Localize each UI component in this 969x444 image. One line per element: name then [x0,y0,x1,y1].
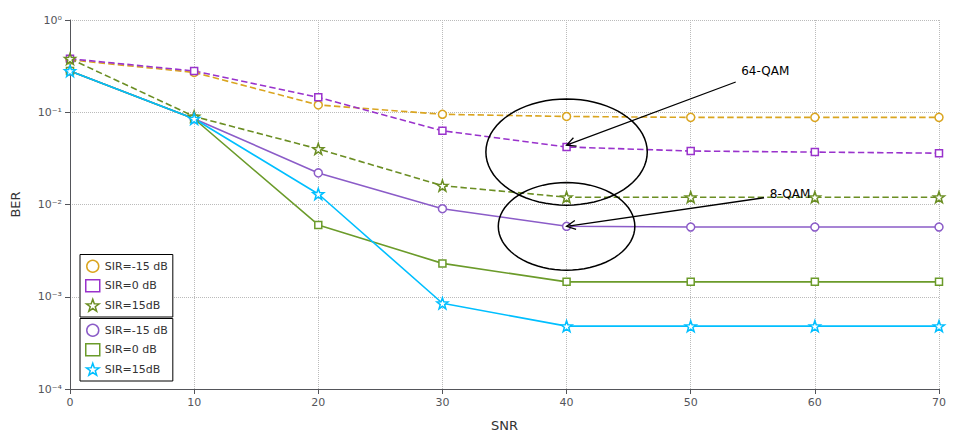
svg-text:10⁻³: 10⁻³ [38,290,62,303]
svg-text:SIR=0 dB: SIR=0 dB [105,279,157,292]
svg-text:64-QAM: 64-QAM [741,64,789,78]
svg-text:30: 30 [435,396,449,409]
svg-text:10: 10 [187,396,201,409]
svg-text:10⁰: 10⁰ [44,14,63,27]
svg-text:SIR=15dB: SIR=15dB [105,363,161,376]
svg-text:SIR=0 dB: SIR=0 dB [105,343,157,356]
svg-text:SIR=-15 dB: SIR=-15 dB [105,324,168,337]
svg-text:20: 20 [311,396,325,409]
svg-text:10⁻¹: 10⁻¹ [38,106,62,119]
svg-text:60: 60 [808,396,822,409]
svg-text:SNR: SNR [491,418,518,433]
svg-text:40: 40 [560,396,574,409]
svg-text:BER: BER [8,191,23,217]
svg-text:70: 70 [932,396,946,409]
svg-text:10⁻⁴: 10⁻⁴ [38,383,63,396]
svg-text:0: 0 [67,396,74,409]
svg-text:10⁻²: 10⁻² [38,198,62,211]
svg-text:8-QAM: 8-QAM [770,187,810,201]
svg-text:SIR=15dB: SIR=15dB [105,299,161,312]
svg-text:SIR=-15 dB: SIR=-15 dB [105,260,168,273]
svg-text:50: 50 [684,396,698,409]
